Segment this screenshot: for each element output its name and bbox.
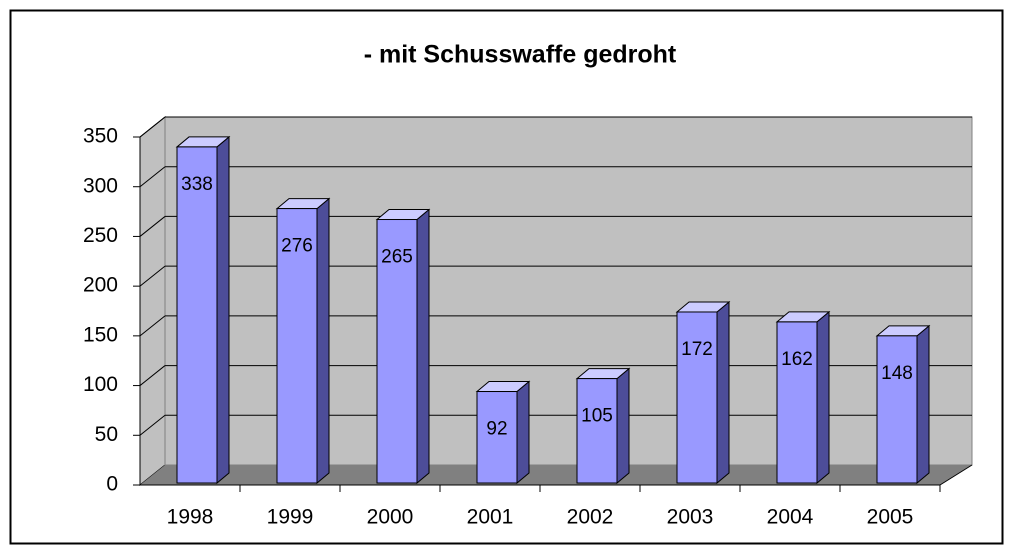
x-tick-label: 1999 [267,506,314,529]
y-tick-label: 200 [83,274,118,297]
bar [176,146,218,484]
x-tick-label: 2000 [367,506,414,529]
grid-line [139,265,166,287]
grid-line [139,116,166,138]
bar-side [716,300,730,485]
bar-side [416,208,430,485]
bar [876,335,918,484]
y-tick-label: 300 [83,174,118,197]
x-tick-label: 1998 [167,506,214,529]
grid-line [139,414,166,436]
data-label: 265 [381,247,413,268]
data-label: 105 [581,406,613,427]
x-tick-label: 2004 [767,506,814,529]
x-tick-label: 2001 [467,506,514,529]
y-tick-label: 350 [83,125,118,148]
floor-edge [939,464,973,486]
bar-side [316,197,330,485]
grid-line [139,365,166,386]
bar [576,378,618,484]
x-tick-label: 2005 [867,506,914,529]
grid-line [139,166,166,188]
x-tick-label: 2003 [667,506,714,529]
bar [476,391,518,484]
y-tick-label: 100 [83,373,118,396]
y-tick-label: 50 [95,423,118,446]
x-tick-label: 2002 [567,506,614,529]
bar [676,311,718,484]
bar [376,219,418,484]
data-label: 338 [181,174,213,195]
data-label: 172 [681,339,713,360]
side-wall [139,115,166,487]
bar-side [516,380,530,485]
data-label: 148 [881,363,913,384]
floor [140,465,972,485]
y-tick-label: 250 [83,224,118,247]
grid-line [139,216,166,237]
chart-title: - mit Schusswaffe gedroht [364,41,677,69]
bar-side [216,135,230,485]
bar [276,208,318,484]
bar-side [816,310,830,485]
data-label: 92 [486,419,507,440]
y-tick-label: 150 [83,323,118,346]
y-tick-label: 0 [106,473,118,496]
grid-line [139,315,166,337]
data-label: 276 [281,236,313,257]
bar-side [616,367,630,485]
data-label: 162 [781,349,813,370]
bar [776,321,818,484]
bar-side [916,324,930,485]
